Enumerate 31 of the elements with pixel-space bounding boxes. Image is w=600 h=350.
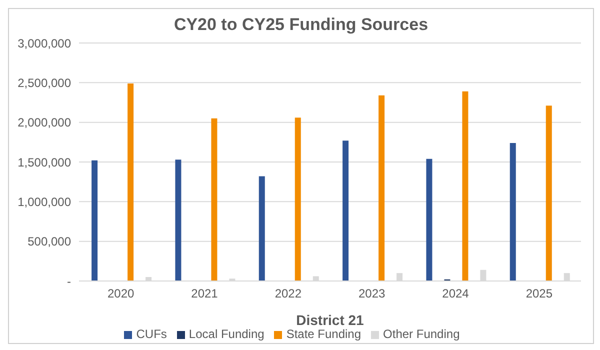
bar [462, 91, 468, 281]
bar [378, 95, 385, 281]
y-tick-label: - [67, 274, 71, 288]
legend-label: Local Funding [188, 327, 264, 341]
bar [92, 160, 98, 281]
y-tick-label: 2,000,000 [18, 116, 72, 130]
x-tick-label: 2021 [191, 286, 218, 301]
y-tick-label: 1,000,000 [18, 194, 72, 209]
legend-label: CUFs [136, 327, 167, 341]
y-tick-label: 2,500,000 [18, 76, 72, 90]
bar [546, 106, 552, 281]
bar [426, 158, 432, 281]
bar [211, 118, 218, 281]
chart-title: CY20 to CY25 Funding Sources [172, 15, 430, 35]
legend-label: State Funding [286, 327, 362, 341]
y-tick-label: 3,000,000 [18, 36, 72, 50]
bar [342, 140, 349, 281]
bar [175, 160, 182, 281]
x-tick-label: 2025 [526, 286, 553, 301]
x-tick-label: 2020 [107, 286, 135, 301]
y-tick-label: 500,000 [28, 234, 72, 249]
bar [294, 118, 301, 281]
x-tick-label: 2022 [274, 286, 302, 301]
legend-label: Other Funding [383, 327, 460, 341]
bar [510, 142, 516, 281]
x-axis-title: District 21 [296, 312, 364, 328]
bar [128, 83, 134, 281]
y-tick-label: 1,500,000 [18, 155, 72, 170]
x-tick-label: 2024 [442, 286, 470, 301]
x-tick-label: 2023 [358, 286, 386, 301]
bar [258, 176, 265, 281]
